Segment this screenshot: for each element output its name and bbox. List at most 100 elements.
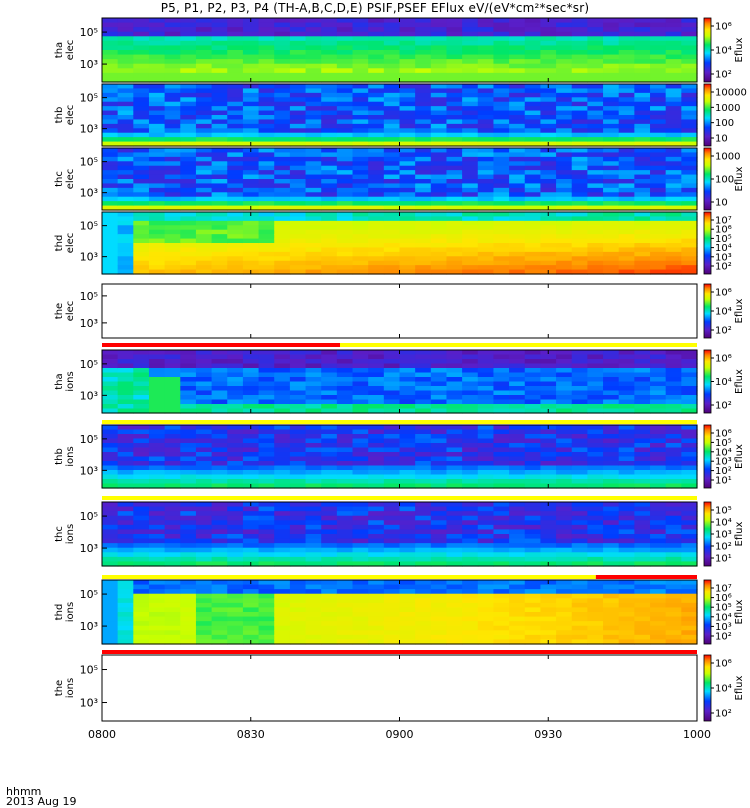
heatmap-cell xyxy=(258,137,275,143)
heatmap-cell xyxy=(133,390,150,396)
heatmap-cell xyxy=(117,187,134,193)
heatmap-cell xyxy=(571,92,588,98)
heatmap-cell xyxy=(274,216,291,222)
heatmap-cell xyxy=(211,123,228,129)
heatmap-cell xyxy=(650,183,667,189)
heatmap-cell xyxy=(634,616,651,622)
heatmap-cell xyxy=(305,447,322,453)
heatmap-cell xyxy=(352,148,369,154)
heatmap-cell xyxy=(399,101,416,107)
heatmap-cell xyxy=(242,59,260,65)
heatmap-cell xyxy=(321,201,338,207)
heatmap-cell xyxy=(509,265,526,271)
heatmap-cell xyxy=(415,260,432,266)
heatmap-cell xyxy=(603,88,620,94)
heatmap-cell xyxy=(650,350,667,356)
heatmap-cell xyxy=(289,251,307,257)
heatmap-cell xyxy=(148,225,166,231)
heatmap-cell xyxy=(274,452,291,458)
heatmap-cell xyxy=(650,36,667,42)
heatmap-cell xyxy=(227,359,244,365)
heatmap-cell xyxy=(603,372,620,378)
heatmap-cell xyxy=(618,547,635,553)
heatmap-cell xyxy=(603,148,620,154)
heatmap-cell xyxy=(180,511,197,517)
heatmap-cell xyxy=(493,404,510,410)
heatmap-cell xyxy=(556,225,573,231)
colorbar xyxy=(703,579,712,645)
heatmap-cell xyxy=(618,381,635,387)
heatmap-cell xyxy=(336,634,354,641)
heatmap-cell xyxy=(603,54,620,60)
heatmap-cell xyxy=(524,234,542,240)
heatmap-cell xyxy=(477,543,495,549)
heatmap-cell xyxy=(383,598,401,604)
heatmap-cell xyxy=(102,447,119,453)
heatmap-cell xyxy=(352,132,369,138)
heatmap-cell xyxy=(540,22,557,28)
heatmap-cell xyxy=(430,390,448,396)
heatmap-cell xyxy=(305,561,322,567)
heatmap-cell xyxy=(305,247,322,253)
heatmap-cell xyxy=(368,92,385,98)
heatmap-cell xyxy=(227,529,244,535)
heatmap-cell xyxy=(195,529,213,535)
heatmap-cell xyxy=(164,152,181,158)
heatmap-cell xyxy=(274,156,291,162)
heatmap-cell xyxy=(164,483,181,489)
heatmap-cell xyxy=(603,465,620,471)
heatmap-cell xyxy=(305,612,322,618)
heatmap-cell xyxy=(556,465,573,471)
heatmap-cell xyxy=(603,22,620,28)
heatmap-cell xyxy=(650,132,667,138)
heatmap-cell xyxy=(274,425,291,431)
heatmap-cell xyxy=(274,584,291,590)
heatmap-cell xyxy=(227,27,244,33)
heatmap-cell xyxy=(493,524,510,531)
heatmap-cell xyxy=(446,556,463,563)
heatmap-cell xyxy=(665,229,682,235)
panel-frame xyxy=(101,654,698,722)
heatmap-cell xyxy=(258,119,275,125)
heatmap-cell xyxy=(336,229,354,235)
heatmap-cell xyxy=(650,238,667,244)
heatmap-cell xyxy=(336,156,354,162)
heatmap-cell xyxy=(509,616,526,622)
heatmap-cell xyxy=(462,443,479,449)
heatmap-cell xyxy=(305,584,322,590)
heatmap-cell xyxy=(195,152,213,158)
heatmap-cell xyxy=(603,59,620,65)
heatmap-cell xyxy=(383,97,401,103)
heatmap-cell xyxy=(164,238,181,244)
colorbar-tick-label: 10⁶ xyxy=(715,288,732,299)
heatmap-cell xyxy=(289,452,307,458)
heatmap-cell xyxy=(352,429,369,435)
heatmap-cell xyxy=(211,115,228,121)
heatmap-cell xyxy=(133,106,150,112)
heatmap-cell xyxy=(399,251,416,257)
colorbar-label: Eflux xyxy=(734,37,745,62)
heatmap-cell xyxy=(650,156,667,162)
heatmap-cell xyxy=(164,543,181,549)
heatmap-cell xyxy=(681,543,698,549)
heatmap-cell xyxy=(117,50,134,56)
heatmap-cell xyxy=(556,179,573,185)
heatmap-cell xyxy=(650,447,667,453)
heatmap-cell xyxy=(352,386,369,392)
heatmap-cell xyxy=(321,524,338,531)
heatmap-cell xyxy=(133,220,150,226)
heatmap-cell xyxy=(289,229,307,235)
heatmap-cell xyxy=(650,201,667,207)
heatmap-cell xyxy=(336,128,354,134)
heatmap-cell xyxy=(227,639,244,645)
heatmap-cell xyxy=(368,260,385,266)
heatmap-cell xyxy=(587,538,604,544)
heatmap-cell xyxy=(430,556,448,563)
heatmap-cell xyxy=(102,265,119,271)
heatmap-cell xyxy=(587,238,604,244)
heatmap-cell xyxy=(242,438,260,444)
heatmap-cell xyxy=(603,634,620,641)
heatmap-cell xyxy=(336,456,354,462)
heatmap-cell xyxy=(305,260,322,266)
heatmap-cell xyxy=(430,404,448,410)
